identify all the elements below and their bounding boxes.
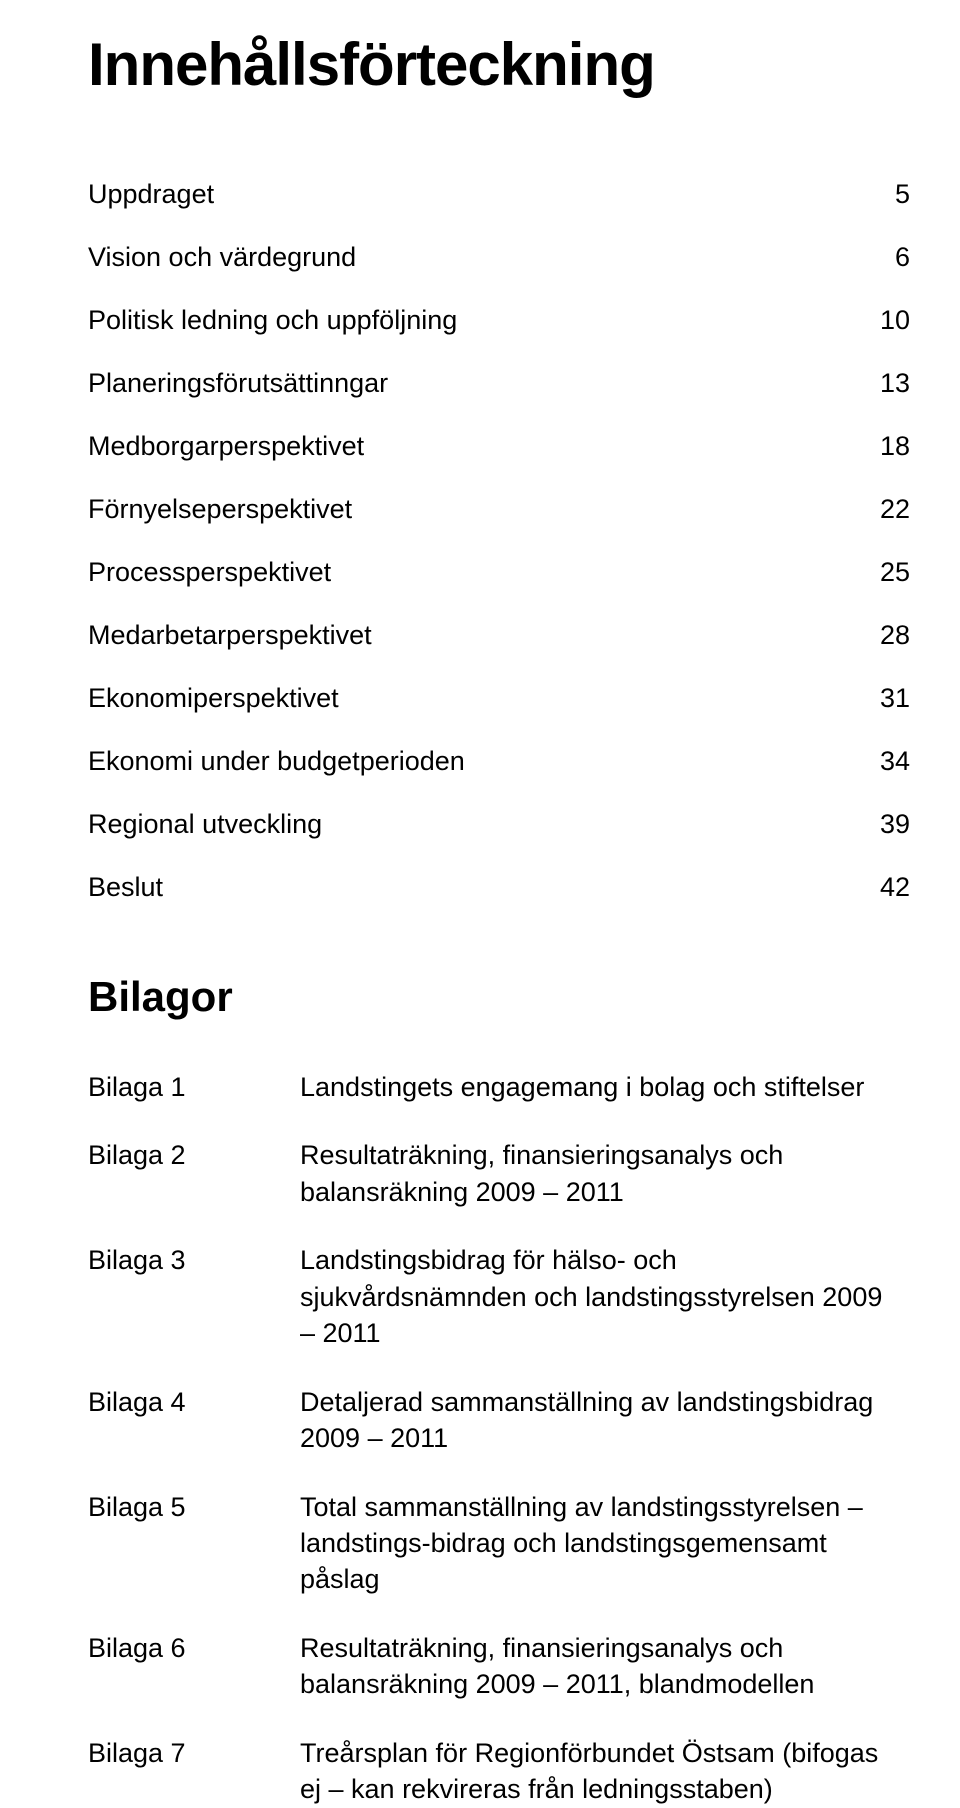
bilaga-desc: Landstingsbidrag för hälso- och sjukvård… bbox=[300, 1242, 910, 1351]
bilaga-desc: Total sammanställning av landstingsstyre… bbox=[300, 1489, 910, 1598]
bilaga-label: Bilaga 6 bbox=[88, 1630, 300, 1703]
bilaga-label: Bilaga 4 bbox=[88, 1384, 300, 1457]
toc-row: Medarbetarperspektivet 28 bbox=[88, 620, 910, 651]
toc-row: Beslut 42 bbox=[88, 872, 910, 903]
bilaga-label: Bilaga 1 bbox=[88, 1069, 300, 1105]
toc-label: Beslut bbox=[88, 872, 840, 903]
bilagor-section: Bilaga 1 Landstingets engagemang i bolag… bbox=[88, 1069, 910, 1808]
toc-label: Ekonomi under budgetperioden bbox=[88, 746, 840, 777]
toc-row: Ekonomi under budgetperioden 34 bbox=[88, 746, 910, 777]
bilaga-row: Bilaga 6 Resultaträkning, finansieringsa… bbox=[88, 1630, 910, 1703]
bilaga-desc: Resultaträkning, finansieringsanalys och… bbox=[300, 1630, 910, 1703]
toc-label: Processperspektivet bbox=[88, 557, 840, 588]
toc-page: 18 bbox=[840, 431, 910, 462]
bilaga-desc: Detaljerad sammanställning av landstings… bbox=[300, 1384, 910, 1457]
bilaga-desc: Treårsplan för Regionförbundet Östsam (b… bbox=[300, 1735, 910, 1808]
toc-section: Uppdraget 5 Vision och värdegrund 6 Poli… bbox=[88, 179, 910, 903]
toc-row: Ekonomiperspektivet 31 bbox=[88, 683, 910, 714]
toc-page: 28 bbox=[840, 620, 910, 651]
bilaga-label: Bilaga 2 bbox=[88, 1137, 300, 1210]
bilaga-row: Bilaga 7 Treårsplan för Regionförbundet … bbox=[88, 1735, 910, 1808]
bilaga-row: Bilaga 2 Resultaträkning, finansieringsa… bbox=[88, 1137, 910, 1210]
toc-row: Förnyelseperspektivet 22 bbox=[88, 494, 910, 525]
toc-page: 42 bbox=[840, 872, 910, 903]
toc-page: 31 bbox=[840, 683, 910, 714]
bilaga-label: Bilaga 3 bbox=[88, 1242, 300, 1351]
bilaga-row: Bilaga 3 Landstingsbidrag för hälso- och… bbox=[88, 1242, 910, 1351]
toc-page: 5 bbox=[840, 179, 910, 210]
toc-page: 13 bbox=[840, 368, 910, 399]
bilaga-desc: Resultaträkning, finansieringsanalys och… bbox=[300, 1137, 910, 1210]
toc-row: Planeringsförutsättinngar 13 bbox=[88, 368, 910, 399]
bilaga-row: Bilaga 1 Landstingets engagemang i bolag… bbox=[88, 1069, 910, 1105]
page-title: Innehållsförteckning bbox=[88, 30, 910, 99]
toc-label: Politisk ledning och uppföljning bbox=[88, 305, 840, 336]
bilaga-row: Bilaga 5 Total sammanställning av landst… bbox=[88, 1489, 910, 1598]
toc-page: 34 bbox=[840, 746, 910, 777]
bilaga-label: Bilaga 7 bbox=[88, 1735, 300, 1808]
bilaga-desc: Landstingets engagemang i bolag och stif… bbox=[300, 1069, 910, 1105]
toc-row: Medborgarperspektivet 18 bbox=[88, 431, 910, 462]
toc-label: Förnyelseperspektivet bbox=[88, 494, 840, 525]
toc-row: Vision och värdegrund 6 bbox=[88, 242, 910, 273]
toc-label: Planeringsförutsättinngar bbox=[88, 368, 840, 399]
toc-page: 39 bbox=[840, 809, 910, 840]
toc-label: Medarbetarperspektivet bbox=[88, 620, 840, 651]
toc-label: Uppdraget bbox=[88, 179, 840, 210]
bilagor-heading: Bilagor bbox=[88, 973, 910, 1021]
toc-page: 10 bbox=[840, 305, 910, 336]
toc-label: Ekonomiperspektivet bbox=[88, 683, 840, 714]
toc-label: Regional utveckling bbox=[88, 809, 840, 840]
toc-page: 25 bbox=[840, 557, 910, 588]
toc-row: Politisk ledning och uppföljning 10 bbox=[88, 305, 910, 336]
toc-page: 6 bbox=[840, 242, 910, 273]
toc-row: Uppdraget 5 bbox=[88, 179, 910, 210]
toc-label: Vision och värdegrund bbox=[88, 242, 840, 273]
toc-row: Processperspektivet 25 bbox=[88, 557, 910, 588]
bilaga-row: Bilaga 4 Detaljerad sammanställning av l… bbox=[88, 1384, 910, 1457]
toc-row: Regional utveckling 39 bbox=[88, 809, 910, 840]
toc-label: Medborgarperspektivet bbox=[88, 431, 840, 462]
bilaga-label: Bilaga 5 bbox=[88, 1489, 300, 1598]
toc-page: 22 bbox=[840, 494, 910, 525]
